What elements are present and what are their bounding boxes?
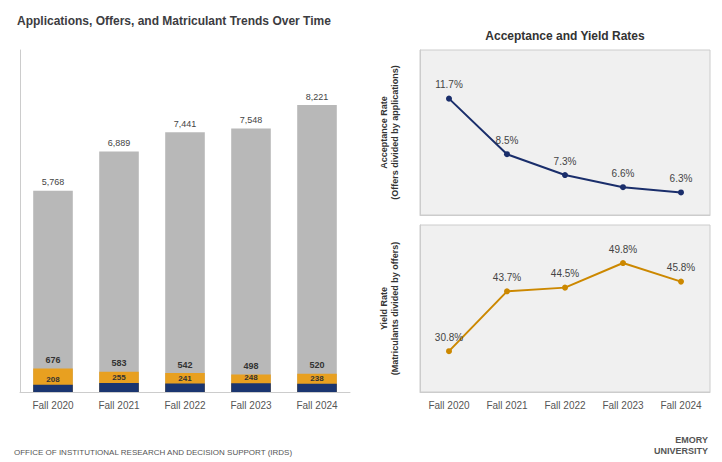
svg-text:EMORY: EMORY [675,435,708,445]
svg-text:6.3%: 6.3% [670,173,693,184]
svg-text:44.5%: 44.5% [551,268,579,279]
svg-text:Yield Rate: Yield Rate [379,287,389,330]
svg-text:241: 241 [178,374,192,383]
svg-text:49.8%: 49.8% [609,244,637,255]
svg-text:Fall 2021: Fall 2021 [486,400,528,411]
svg-text:238: 238 [310,374,324,383]
svg-text:8,221: 8,221 [306,92,329,102]
svg-text:255: 255 [112,373,126,382]
svg-text:498: 498 [243,361,258,371]
svg-text:Fall 2024: Fall 2024 [660,400,702,411]
svg-text:Fall 2022: Fall 2022 [164,400,206,411]
svg-text:(Matriculants divided by offer: (Matriculants divided by offers) [390,242,400,376]
svg-text:Acceptance Rate: Acceptance Rate [379,96,389,169]
svg-text:6.6%: 6.6% [612,168,635,179]
svg-text:Acceptance and Yield Rates: Acceptance and Yield Rates [485,29,645,43]
svg-text:6,889: 6,889 [108,138,131,148]
svg-text:(Offers divided by application: (Offers divided by applications) [390,65,400,200]
svg-text:676: 676 [45,355,60,365]
svg-text:208: 208 [46,375,60,384]
svg-text:Fall 2020: Fall 2020 [428,400,470,411]
svg-text:520: 520 [309,360,324,370]
svg-text:7,441: 7,441 [174,119,197,129]
svg-text:Fall 2021: Fall 2021 [98,400,140,411]
svg-text:Fall 2024: Fall 2024 [296,400,338,411]
svg-text:7,548: 7,548 [240,115,263,125]
svg-text:11.7%: 11.7% [435,79,463,90]
svg-text:248: 248 [244,373,258,382]
svg-text:UNIVERSITY: UNIVERSITY [654,446,708,456]
svg-text:30.8%: 30.8% [435,332,463,343]
svg-text:542: 542 [177,360,192,370]
svg-text:OFFICE OF INSTITUTIONAL RESEAR: OFFICE OF INSTITUTIONAL RESEARCH AND DEC… [14,448,292,457]
svg-text:Fall 2023: Fall 2023 [602,400,644,411]
svg-text:583: 583 [111,358,126,368]
svg-text:5,768: 5,768 [42,177,65,187]
svg-text:Fall 2023: Fall 2023 [230,400,272,411]
svg-text:45.8%: 45.8% [667,262,695,273]
svg-text:Fall 2020: Fall 2020 [32,400,74,411]
svg-text:Applications, Offers, and Matr: Applications, Offers, and Matriculant Tr… [17,14,331,28]
svg-text:43.7%: 43.7% [493,272,521,283]
svg-text:7.3%: 7.3% [554,156,577,167]
svg-text:8.5%: 8.5% [496,135,519,146]
svg-text:Fall 2022: Fall 2022 [544,400,586,411]
